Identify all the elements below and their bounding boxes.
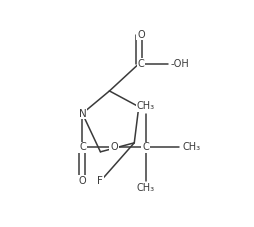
Text: O: O xyxy=(110,142,117,152)
Text: O: O xyxy=(137,30,144,39)
Text: N: N xyxy=(78,109,86,118)
Text: C: C xyxy=(79,142,85,152)
Text: C: C xyxy=(137,59,144,69)
Text: CH₃: CH₃ xyxy=(136,183,154,193)
Text: O: O xyxy=(78,176,86,186)
Text: CH₃: CH₃ xyxy=(136,101,154,111)
Text: CH₃: CH₃ xyxy=(182,142,200,152)
Text: C: C xyxy=(142,142,148,152)
Text: -OH: -OH xyxy=(170,59,188,69)
Text: F: F xyxy=(97,176,103,186)
